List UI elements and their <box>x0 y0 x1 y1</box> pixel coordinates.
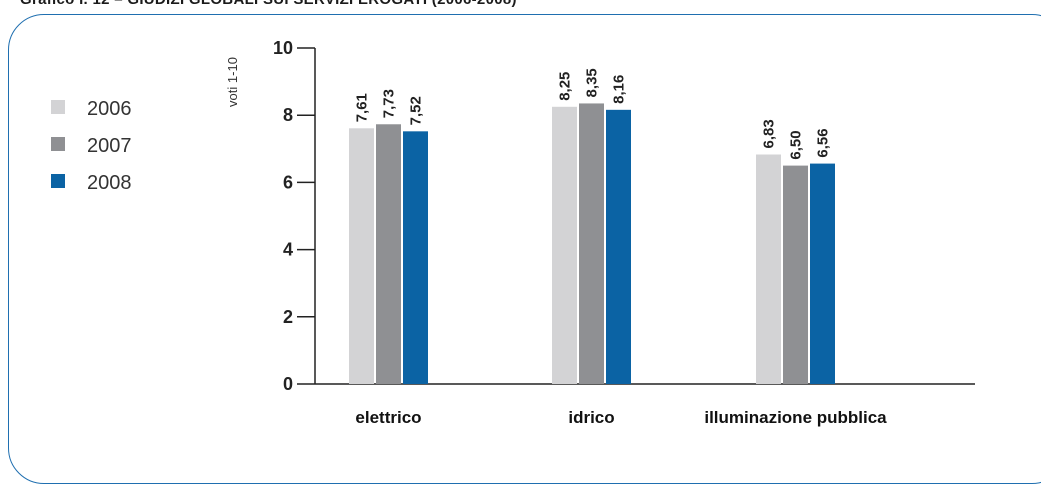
data-label: 8,35 <box>584 68 601 97</box>
x-category-label: elettrico <box>355 408 421 427</box>
y-tick-label: 0 <box>283 374 293 394</box>
bar-elettrico-2008 <box>403 131 428 384</box>
bar-idrico-2008 <box>606 109 631 384</box>
data-label: 8,16 <box>611 75 628 104</box>
bar-idrico-2007 <box>579 103 604 384</box>
y-tick-label: 4 <box>283 240 293 260</box>
legend-label: 2008 <box>87 172 132 194</box>
legend-swatch-2008 <box>51 174 65 188</box>
bar-illuminazione-pubblica-2008 <box>810 163 835 384</box>
legend-swatch-2006 <box>51 100 65 114</box>
y-tick-label: 6 <box>283 172 293 192</box>
y-tick-label: 10 <box>273 38 293 58</box>
y-tick-label: 2 <box>283 307 293 327</box>
legend-label: 2007 <box>87 135 132 157</box>
data-label: 7,61 <box>354 93 371 122</box>
y-tick-label: 8 <box>283 105 293 125</box>
bar-idrico-2006 <box>552 106 577 385</box>
y-axis-label: voti 1-10 <box>225 57 240 107</box>
legend-swatch-2007 <box>51 137 65 151</box>
bar-elettrico-2006 <box>349 128 374 384</box>
data-label: 6,83 <box>761 119 778 148</box>
data-label: 7,73 <box>381 89 398 118</box>
data-label: 6,50 <box>788 130 805 159</box>
bar-illuminazione-pubblica-2006 <box>756 154 781 384</box>
data-label: 7,52 <box>408 96 425 125</box>
bar-illuminazione-pubblica-2007 <box>783 165 808 384</box>
data-label: 6,56 <box>815 128 832 157</box>
bar-elettrico-2007 <box>376 124 401 384</box>
x-category-label: idrico <box>568 408 614 427</box>
legend-label: 2006 <box>87 98 132 120</box>
x-category-label: illuminazione pubblica <box>704 408 887 427</box>
data-label: 8,25 <box>557 72 574 101</box>
chart-title: Grafico I. 12 – GIUDIZI GLOBALI SUI SERV… <box>20 0 517 8</box>
bar-chart: 0 2 4 6 8 10 voti 1-10 7,61 7,73 7,52 elettrico 8,2… <box>51 38 975 427</box>
